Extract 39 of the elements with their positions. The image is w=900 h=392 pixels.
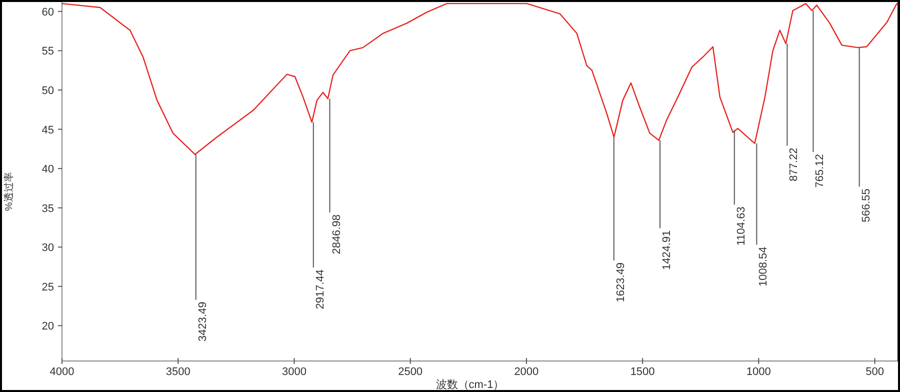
- x-tick-label: 500: [866, 366, 884, 378]
- y-tick-label: 25: [42, 281, 54, 294]
- annotation: 3423.49: [196, 302, 209, 342]
- annotation: 2917.44: [314, 270, 326, 310]
- x-tick-label: 2000: [514, 366, 539, 378]
- annotation: 877.22: [788, 148, 800, 182]
- annotation: 1424.91: [660, 140, 673, 270]
- y-tick-label: 35: [42, 202, 54, 215]
- x-tick-label: 1000: [746, 366, 771, 378]
- y-tick-label: 45: [42, 124, 54, 136]
- x-tick-label: 2500: [398, 366, 423, 378]
- annotation: 2917.44: [312, 122, 326, 310]
- annotation: 1104.63: [735, 206, 748, 246]
- x-tick-label: 4000: [50, 366, 74, 378]
- x-tick-label: 3000: [282, 366, 306, 378]
- y-tick-label: 50: [42, 84, 54, 97]
- annotation: 566.55: [860, 188, 872, 222]
- annotation: 765.12: [814, 154, 826, 188]
- annotation: 765.12: [812, 10, 826, 188]
- y-tick-label: 30: [42, 242, 54, 254]
- annotation: 1104.63: [734, 130, 748, 246]
- annotation: 2846.98: [330, 214, 343, 254]
- annotation: 1424.91: [660, 230, 673, 270]
- x-tick-label: 1500: [630, 366, 655, 378]
- y-tick-label: 20: [42, 320, 54, 333]
- annotation: 3423.49: [195, 154, 209, 342]
- y-tick-label: 60: [42, 6, 54, 18]
- y-tick-label: 40: [42, 164, 54, 176]
- y-tick-label: 55: [42, 46, 54, 58]
- annotation: 566.55: [858, 47, 872, 222]
- annotation: 877.22: [786, 43, 800, 182]
- annotation: 1008.54: [758, 246, 770, 287]
- annotation: 2846.98: [329, 98, 343, 254]
- y-axis-title: %透过率: [3, 172, 15, 211]
- annotation: 1623.49: [613, 136, 627, 302]
- annotation: 1008.54: [756, 142, 770, 286]
- x-tick-label: 3500: [166, 366, 190, 378]
- annotation: 1623.49: [614, 262, 627, 302]
- x-axis-title: 波数（cm-1）: [436, 378, 504, 391]
